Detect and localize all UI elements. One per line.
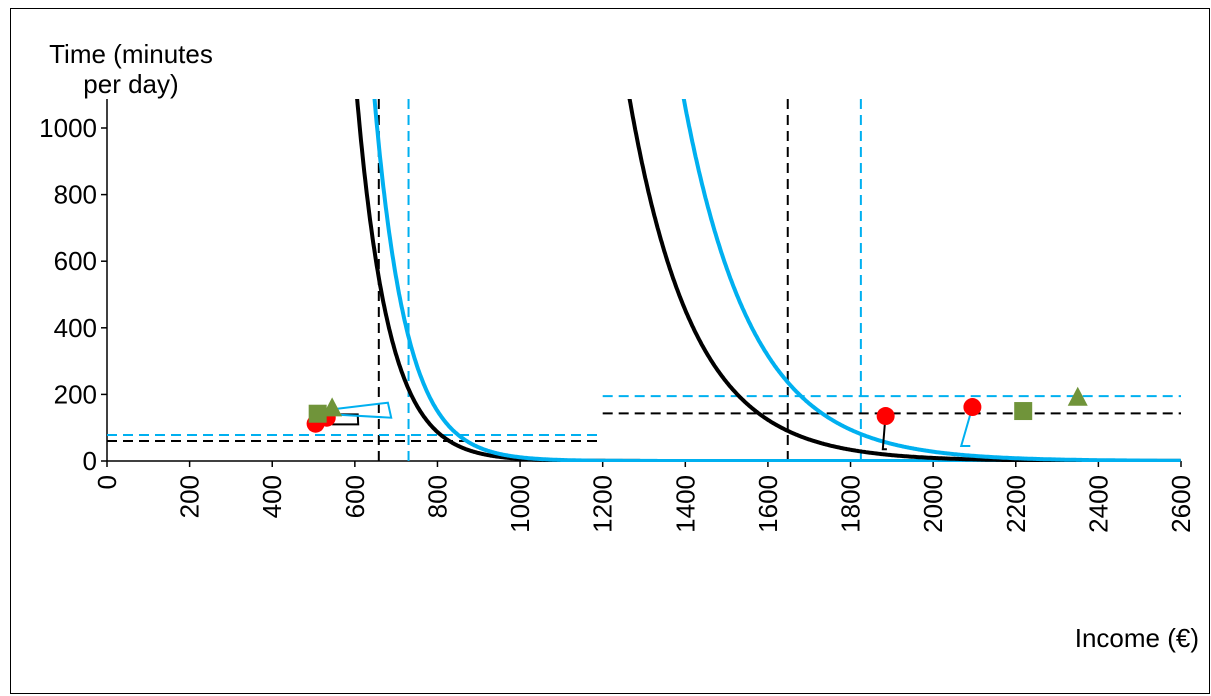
x-tick-label: 2600 [1166, 475, 1196, 533]
y-axis-label: Time (minutes per day) [31, 39, 231, 99]
data-point-circle [963, 398, 982, 417]
y-tick-label: 800 [54, 180, 97, 210]
x-tick-label: 1000 [505, 475, 535, 533]
y-tick-label: 1000 [39, 113, 97, 143]
data-point-circle [876, 407, 895, 426]
data-point-square [1014, 402, 1033, 421]
x-tick-label: 2000 [918, 475, 948, 533]
x-tick-label: 800 [422, 475, 452, 518]
x-tick-label: 2400 [1083, 475, 1113, 533]
chart-frame: Time (minutes per day) 0 200 400 600 800 1000… [10, 8, 1210, 694]
data-point-triangle [322, 397, 343, 417]
x-tick-label: 1800 [836, 475, 866, 533]
connector-blue [959, 406, 974, 447]
y-tick-label: 0 [83, 446, 97, 476]
y-axis-label-line-1: Time (minutes [49, 39, 213, 69]
x-tick-label: 2200 [1001, 475, 1031, 533]
x-tick-label: 600 [340, 475, 370, 518]
x-tick-label: 400 [257, 475, 287, 518]
curve-blue-2 [372, 99, 1181, 462]
x-axis-label: Income (€) [1074, 623, 1199, 653]
y-tick-label: 400 [54, 313, 97, 343]
x-tick-label: 1600 [753, 475, 783, 533]
connector-black [881, 414, 887, 451]
data-point-square [308, 404, 327, 423]
y-tick-label: 200 [54, 379, 97, 409]
curve-blue-4 [681, 99, 1181, 462]
x-tick-label: 200 [175, 475, 205, 518]
y-axis-label-line-2: per day) [83, 69, 179, 99]
curve-black-1 [355, 99, 1181, 462]
data-point-triangle [1067, 386, 1088, 406]
x-tick-label: 1400 [670, 475, 700, 533]
connector-blue [331, 401, 393, 419]
x-tick-label: 0 [92, 475, 122, 489]
chart-plot: 0 200 400 600 800 1000 0 200 400 600 800 1000 1200 14… [39, 99, 1196, 533]
x-tick-label: 1200 [588, 475, 618, 533]
y-tick-label: 600 [54, 246, 97, 276]
curve-black-3 [627, 99, 1181, 462]
